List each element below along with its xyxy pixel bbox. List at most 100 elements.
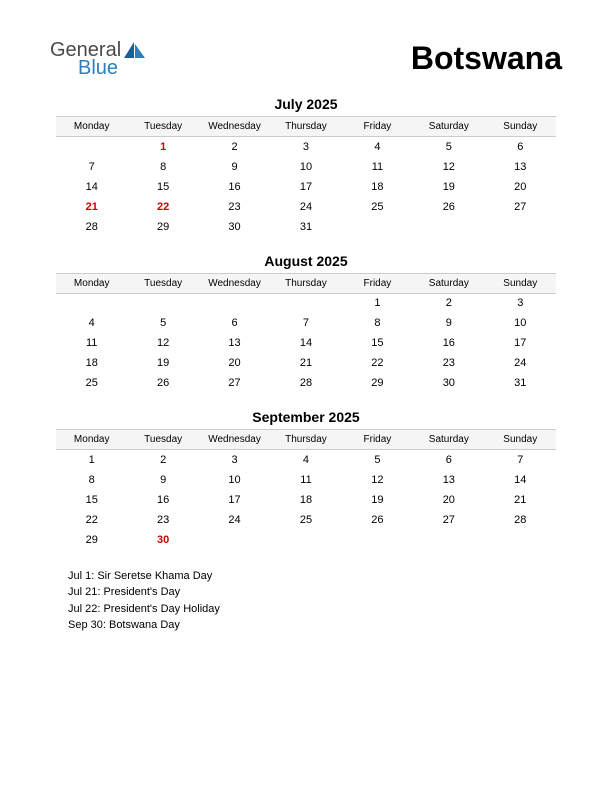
calendar-cell: 19	[127, 353, 198, 373]
calendar-cell: 8	[127, 157, 198, 177]
calendar-row: 11121314151617	[56, 333, 556, 353]
calendar-cell	[413, 530, 484, 550]
calendar-cell: 31	[485, 373, 556, 393]
calendar-cell: 21	[485, 490, 556, 510]
calendar-cell: 2	[199, 137, 270, 157]
day-header: Sunday	[485, 273, 556, 293]
calendar-cell: 24	[485, 353, 556, 373]
calendar-cell: 9	[127, 470, 198, 490]
calendar-cell: 8	[56, 470, 127, 490]
calendar-cell: 7	[56, 157, 127, 177]
calendar-cell: 21	[56, 197, 127, 217]
calendar-cell: 18	[56, 353, 127, 373]
calendar-cell: 23	[413, 353, 484, 373]
day-header: Tuesday	[127, 273, 198, 293]
month-title: August 2025	[56, 253, 556, 269]
calendar-cell: 20	[485, 177, 556, 197]
calendar-cell: 29	[127, 217, 198, 237]
calendar-cell: 3	[199, 450, 270, 470]
calendar-cell: 2	[413, 293, 484, 313]
calendar-cell	[485, 530, 556, 550]
calendar-cell: 12	[127, 333, 198, 353]
calendar-cell	[342, 530, 413, 550]
calendar-cell: 5	[413, 137, 484, 157]
calendar-cell	[413, 217, 484, 237]
calendar-row: 18192021222324	[56, 353, 556, 373]
calendar-cell: 15	[127, 177, 198, 197]
calendar-cell: 10	[485, 313, 556, 333]
day-header: Wednesday	[199, 430, 270, 450]
calendar-cell: 6	[413, 450, 484, 470]
calendar-cell: 24	[199, 510, 270, 530]
calendar-cell: 21	[270, 353, 341, 373]
calendar-cell	[127, 293, 198, 313]
calendar-cell: 5	[342, 450, 413, 470]
calendar-cell: 14	[270, 333, 341, 353]
calendar-cell: 11	[270, 470, 341, 490]
calendar-cell: 19	[342, 490, 413, 510]
calendar-month: July 2025 MondayTuesdayWednesdayThursdayF…	[56, 96, 556, 237]
calendar-cell: 30	[413, 373, 484, 393]
calendar-cell	[342, 217, 413, 237]
calendar-row: 21222324252627	[56, 197, 556, 217]
calendar-cell: 13	[199, 333, 270, 353]
calendar-table: MondayTuesdayWednesdayThursdayFridaySatu…	[56, 116, 556, 237]
day-header: Saturday	[413, 273, 484, 293]
calendar-cell: 15	[342, 333, 413, 353]
day-header: Wednesday	[199, 117, 270, 137]
calendar-cell	[56, 137, 127, 157]
calendar-row: 1234567	[56, 450, 556, 470]
calendar-cell: 19	[413, 177, 484, 197]
calendar-cell: 3	[270, 137, 341, 157]
calendar-cell: 27	[413, 510, 484, 530]
calendar-month: September 2025MondayTuesdayWednesdayThur…	[56, 409, 556, 550]
country-title: Botswana	[411, 40, 562, 77]
day-header: Monday	[56, 430, 127, 450]
calendar-cell: 14	[56, 177, 127, 197]
logo-word-blue: Blue	[78, 58, 121, 78]
calendar-cell: 25	[56, 373, 127, 393]
calendar-cell: 3	[485, 293, 556, 313]
day-header: Friday	[342, 430, 413, 450]
calendar-cell	[270, 293, 341, 313]
calendar-cell: 29	[342, 373, 413, 393]
calendar-cell	[199, 530, 270, 550]
calendar-row: 78910111213	[56, 157, 556, 177]
calendar-cell: 13	[413, 470, 484, 490]
day-header: Sunday	[485, 430, 556, 450]
calendar-cell	[199, 293, 270, 313]
calendar-cell: 7	[485, 450, 556, 470]
calendar-row: 15161718192021	[56, 490, 556, 510]
day-header: Saturday	[413, 117, 484, 137]
day-header: Tuesday	[127, 117, 198, 137]
calendar-cell: 20	[413, 490, 484, 510]
calendar-cell: 16	[413, 333, 484, 353]
calendar-cell: 26	[127, 373, 198, 393]
month-title: July 2025	[56, 96, 556, 112]
holiday-entry: Jul 22: President's Day Holiday	[68, 601, 562, 618]
holiday-list: Jul 1: Sir Seretse Khama DayJul 21: Pres…	[68, 568, 562, 634]
calendar-cell: 27	[485, 197, 556, 217]
day-header: Tuesday	[127, 430, 198, 450]
calendar-cell: 30	[199, 217, 270, 237]
calendar-cell: 28	[56, 217, 127, 237]
calendar-cell: 22	[127, 197, 198, 217]
calendar-cell: 1	[127, 137, 198, 157]
calendar-row: 123456	[56, 137, 556, 157]
calendar-cell: 23	[127, 510, 198, 530]
holiday-entry: Jul 21: President's Day	[68, 584, 562, 601]
calendar-cell: 6	[199, 313, 270, 333]
calendar-cell: 1	[342, 293, 413, 313]
header: General Blue Botswana	[50, 40, 562, 78]
day-header: Friday	[342, 117, 413, 137]
day-header: Monday	[56, 117, 127, 137]
calendar-cell: 25	[342, 197, 413, 217]
calendar-cell: 16	[127, 490, 198, 510]
calendar-row: 45678910	[56, 313, 556, 333]
calendar-cell: 16	[199, 177, 270, 197]
calendars-container: July 2025MondayTuesdayWednesdayThursdayF…	[50, 96, 562, 550]
day-header: Thursday	[270, 273, 341, 293]
logo-text: General Blue	[50, 40, 121, 78]
calendar-cell: 27	[199, 373, 270, 393]
calendar-cell: 26	[413, 197, 484, 217]
